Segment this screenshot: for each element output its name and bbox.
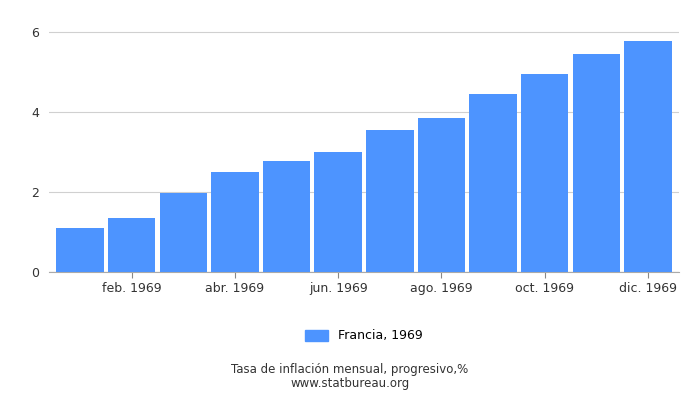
Bar <box>160 193 207 272</box>
Bar <box>573 54 620 272</box>
Legend: Francia, 1969: Francia, 1969 <box>305 330 423 342</box>
Bar <box>108 218 155 272</box>
Bar <box>624 41 672 272</box>
Bar <box>211 172 259 272</box>
Bar <box>56 228 104 272</box>
Bar <box>418 118 466 272</box>
Text: www.statbureau.org: www.statbureau.org <box>290 378 410 390</box>
Bar <box>521 74 568 272</box>
Bar <box>366 130 414 272</box>
Text: Tasa de inflación mensual, progresivo,%: Tasa de inflación mensual, progresivo,% <box>232 364 468 376</box>
Bar <box>262 161 310 272</box>
Bar <box>314 152 362 272</box>
Bar <box>469 94 517 272</box>
